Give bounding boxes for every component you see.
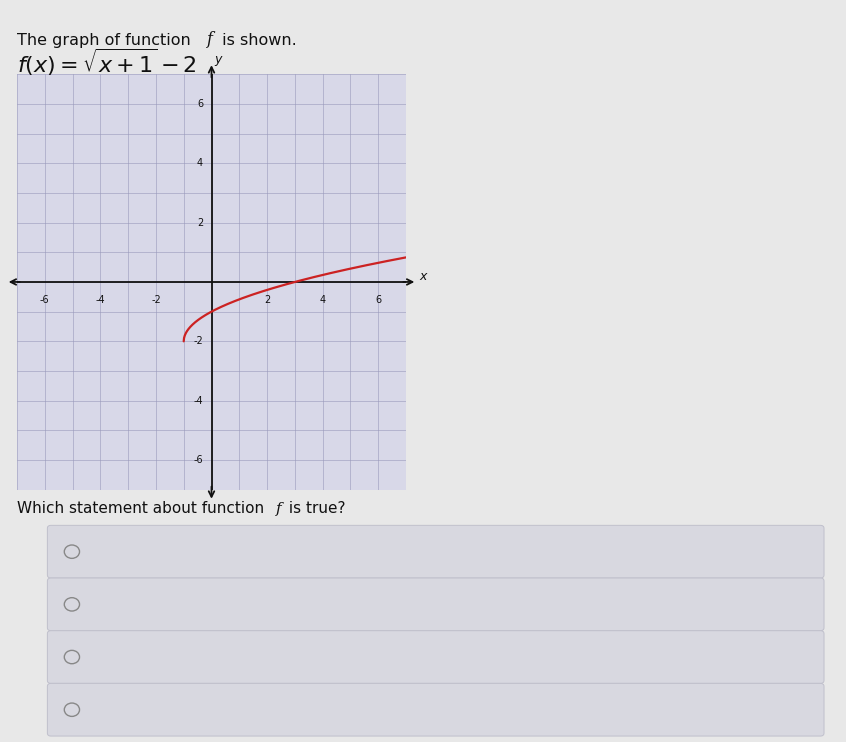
Text: 2: 2 xyxy=(197,217,203,228)
Text: 4: 4 xyxy=(320,295,326,305)
Text: The function f does not have an inverse because its domain is not (-∞, ∞).: The function f does not have an inverse … xyxy=(91,544,635,559)
Text: f: f xyxy=(276,502,282,516)
Text: 6: 6 xyxy=(376,295,382,305)
Text: The graph of function: The graph of function xyxy=(17,33,195,48)
Text: is shown.: is shown. xyxy=(217,33,297,48)
Text: f: f xyxy=(207,31,213,48)
Text: -2: -2 xyxy=(151,295,161,305)
Text: The function f has an inverse because it passes the vertical line test.: The function f has an inverse because it… xyxy=(91,649,597,665)
Text: 4: 4 xyxy=(197,158,203,168)
Text: $f(x) = \sqrt{x+1} - 2$: $f(x) = \sqrt{x+1} - 2$ xyxy=(17,47,197,78)
Text: y: y xyxy=(215,53,222,66)
Text: x: x xyxy=(419,269,426,283)
Text: is true?: is true? xyxy=(284,501,346,516)
Text: -2: -2 xyxy=(194,336,203,347)
Text: 6: 6 xyxy=(197,99,203,109)
Text: -4: -4 xyxy=(194,395,203,406)
Text: -4: -4 xyxy=(96,295,105,305)
Text: Which statement about function: Which statement about function xyxy=(17,501,269,516)
Text: 2: 2 xyxy=(264,295,270,305)
Text: -6: -6 xyxy=(40,295,50,305)
Text: The function f has an inverse because it is one-to-one.: The function f has an inverse because it… xyxy=(91,702,492,718)
Text: -6: -6 xyxy=(194,455,203,465)
Text: The function f does not have an inverse because it is not one-to-one.: The function f does not have an inverse … xyxy=(91,597,598,612)
